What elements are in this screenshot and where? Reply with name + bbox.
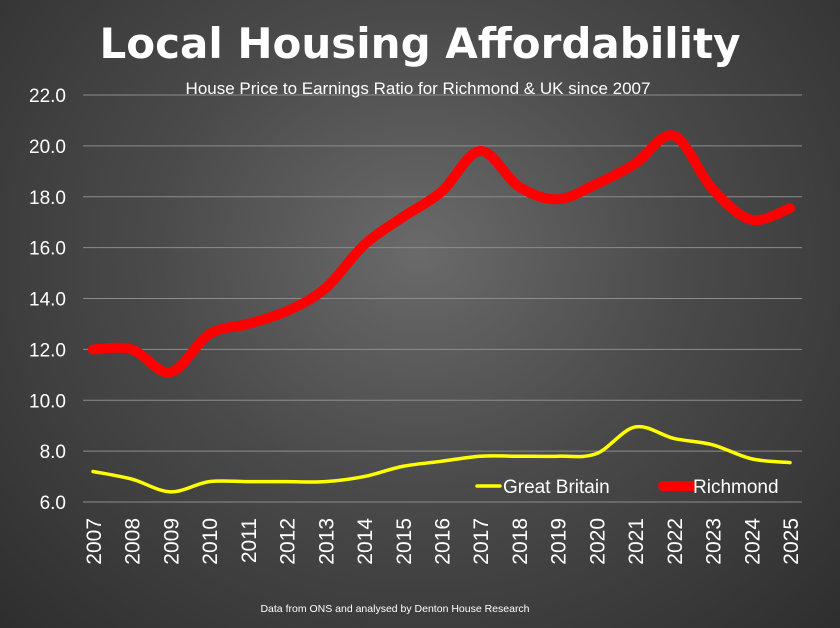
y-tick-label: 22.0 xyxy=(29,86,66,107)
x-tick-label: 2010 xyxy=(199,518,222,565)
x-tick-label: 2013 xyxy=(315,518,338,565)
y-tick-label: 12.0 xyxy=(29,340,66,361)
x-tick-label: 2008 xyxy=(122,518,145,565)
x-tick-label: 2009 xyxy=(160,518,183,565)
y-tick-label: 20.0 xyxy=(29,137,66,158)
y-tick-label: 10.0 xyxy=(29,391,66,412)
gridlines xyxy=(83,94,802,503)
y-tick-label: 18.0 xyxy=(29,188,66,209)
x-tick-label: 2018 xyxy=(509,518,532,565)
x-tick-label: 2019 xyxy=(548,518,571,565)
x-tick-label: 2021 xyxy=(625,518,648,565)
y-tick-label: 6.0 xyxy=(40,493,66,514)
x-tick-label: 2012 xyxy=(277,518,300,565)
legend-label-richmond: Richmond xyxy=(693,477,779,498)
series-line-richmond xyxy=(88,130,795,378)
legend: Great Britain Richmond xyxy=(475,477,779,498)
x-tick-label: 2014 xyxy=(354,518,377,565)
x-tick-label: 2017 xyxy=(470,518,493,565)
y-axis-ticks: 6.0 8.0 10.0 12.0 14.0 16.0 18.0 20.0 22.0 xyxy=(29,86,66,514)
y-tick-label: 16.0 xyxy=(29,239,66,260)
x-tick-label: 2007 xyxy=(83,518,106,565)
x-tick-label: 2016 xyxy=(432,518,455,565)
x-tick-label: 2022 xyxy=(664,518,687,565)
x-tick-label: 2023 xyxy=(703,518,726,565)
y-tick-label: 8.0 xyxy=(40,442,66,463)
series-line-great-britain xyxy=(91,424,792,494)
chart-title: Local Housing Affordability xyxy=(100,19,741,68)
series-lines xyxy=(88,130,795,494)
x-tick-label: 2024 xyxy=(741,518,764,565)
x-tick-label: 2011 xyxy=(238,518,261,563)
x-axis-ticks: 2007 2008 2009 2010 2011 2012 2013 2014 2015 2016… xyxy=(83,518,803,565)
x-tick-label: 2020 xyxy=(586,518,609,565)
y-tick-label: 14.0 xyxy=(29,290,66,311)
chart-subtitle: House Price to Earnings Ratio for Richmo… xyxy=(186,79,651,98)
x-tick-label: 2015 xyxy=(393,518,416,565)
legend-label-great-britain: Great Britain xyxy=(503,477,610,498)
source-note: Data from ONS and analysed by Denton Hou… xyxy=(260,603,529,615)
x-tick-label: 2025 xyxy=(780,518,803,565)
